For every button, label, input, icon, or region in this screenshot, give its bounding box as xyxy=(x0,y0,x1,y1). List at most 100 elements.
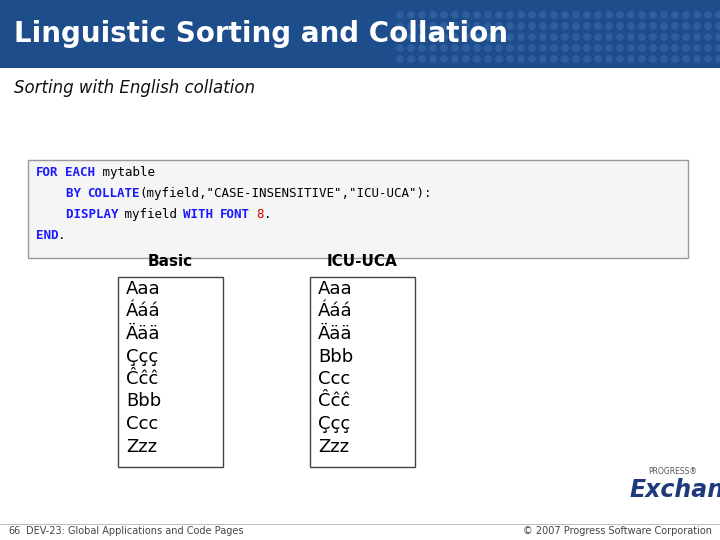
Text: PROGRESS®: PROGRESS® xyxy=(648,468,697,476)
Circle shape xyxy=(485,23,491,29)
Circle shape xyxy=(397,23,403,29)
Circle shape xyxy=(649,12,656,18)
Circle shape xyxy=(683,56,689,62)
Circle shape xyxy=(485,34,491,40)
Text: Exchange: Exchange xyxy=(630,478,720,502)
Circle shape xyxy=(397,45,403,51)
Circle shape xyxy=(661,56,667,62)
Circle shape xyxy=(419,45,426,51)
Text: EACH: EACH xyxy=(66,166,95,179)
Circle shape xyxy=(705,23,711,29)
Circle shape xyxy=(528,12,535,18)
Circle shape xyxy=(705,34,711,40)
Text: Aaa: Aaa xyxy=(318,280,353,298)
Circle shape xyxy=(452,23,458,29)
Circle shape xyxy=(628,45,634,51)
Circle shape xyxy=(716,12,720,18)
Circle shape xyxy=(463,45,469,51)
Circle shape xyxy=(528,56,535,62)
Circle shape xyxy=(430,12,436,18)
Text: Bbb: Bbb xyxy=(318,348,354,366)
Circle shape xyxy=(628,23,634,29)
Circle shape xyxy=(474,56,480,62)
Text: COLLATE: COLLATE xyxy=(87,187,140,200)
Circle shape xyxy=(518,56,524,62)
Circle shape xyxy=(419,12,426,18)
Circle shape xyxy=(562,56,568,62)
Circle shape xyxy=(672,56,678,62)
Circle shape xyxy=(672,45,678,51)
Circle shape xyxy=(507,34,513,40)
Circle shape xyxy=(716,45,720,51)
Text: FOR: FOR xyxy=(36,166,58,179)
Circle shape xyxy=(683,34,689,40)
Text: Linguistic Sorting and Collation: Linguistic Sorting and Collation xyxy=(14,20,508,48)
Circle shape xyxy=(584,45,590,51)
Circle shape xyxy=(617,12,624,18)
Circle shape xyxy=(408,45,414,51)
Circle shape xyxy=(628,34,634,40)
Circle shape xyxy=(694,23,701,29)
Circle shape xyxy=(474,23,480,29)
Circle shape xyxy=(573,56,579,62)
Circle shape xyxy=(408,56,414,62)
Circle shape xyxy=(573,12,579,18)
Circle shape xyxy=(452,56,458,62)
Circle shape xyxy=(606,23,612,29)
Circle shape xyxy=(705,45,711,51)
Circle shape xyxy=(452,12,458,18)
Circle shape xyxy=(430,45,436,51)
Circle shape xyxy=(540,23,546,29)
Circle shape xyxy=(649,56,656,62)
Circle shape xyxy=(485,12,491,18)
Circle shape xyxy=(649,34,656,40)
Circle shape xyxy=(441,12,447,18)
Text: Ccc: Ccc xyxy=(126,415,158,433)
Circle shape xyxy=(639,23,645,29)
Text: Zzz: Zzz xyxy=(126,437,157,456)
Circle shape xyxy=(672,12,678,18)
Circle shape xyxy=(639,12,645,18)
Circle shape xyxy=(441,23,447,29)
Circle shape xyxy=(518,12,524,18)
Circle shape xyxy=(639,34,645,40)
Circle shape xyxy=(649,45,656,51)
Circle shape xyxy=(463,23,469,29)
Text: Ááá: Ááá xyxy=(126,302,161,321)
Text: WITH: WITH xyxy=(183,208,213,221)
Circle shape xyxy=(694,56,701,62)
Circle shape xyxy=(573,23,579,29)
Text: © 2007 Progress Software Corporation: © 2007 Progress Software Corporation xyxy=(523,526,712,536)
Circle shape xyxy=(584,34,590,40)
Circle shape xyxy=(507,12,513,18)
Circle shape xyxy=(705,12,711,18)
Circle shape xyxy=(540,12,546,18)
Circle shape xyxy=(694,34,701,40)
Text: .: . xyxy=(58,229,66,242)
Circle shape xyxy=(628,56,634,62)
Text: (myfield,"CASE-INSENSITIVE","ICU-UCA"):: (myfield,"CASE-INSENSITIVE","ICU-UCA"): xyxy=(139,187,431,200)
Circle shape xyxy=(528,23,535,29)
Text: DISPLAY: DISPLAY xyxy=(36,208,119,221)
Text: ICU-UCA: ICU-UCA xyxy=(327,254,398,269)
Text: Ççç: Ççç xyxy=(318,415,350,433)
Text: Sorting with English collation: Sorting with English collation xyxy=(14,79,255,97)
Bar xyxy=(0,0,720,68)
Circle shape xyxy=(441,34,447,40)
Circle shape xyxy=(474,12,480,18)
Circle shape xyxy=(496,45,503,51)
Bar xyxy=(310,277,415,467)
Circle shape xyxy=(716,34,720,40)
Circle shape xyxy=(430,23,436,29)
Circle shape xyxy=(661,45,667,51)
Circle shape xyxy=(419,23,426,29)
Text: 66: 66 xyxy=(8,526,20,536)
Circle shape xyxy=(694,45,701,51)
Circle shape xyxy=(584,12,590,18)
Circle shape xyxy=(606,56,612,62)
Circle shape xyxy=(584,56,590,62)
Circle shape xyxy=(408,23,414,29)
Bar xyxy=(28,160,688,258)
Circle shape xyxy=(573,45,579,51)
Circle shape xyxy=(540,56,546,62)
